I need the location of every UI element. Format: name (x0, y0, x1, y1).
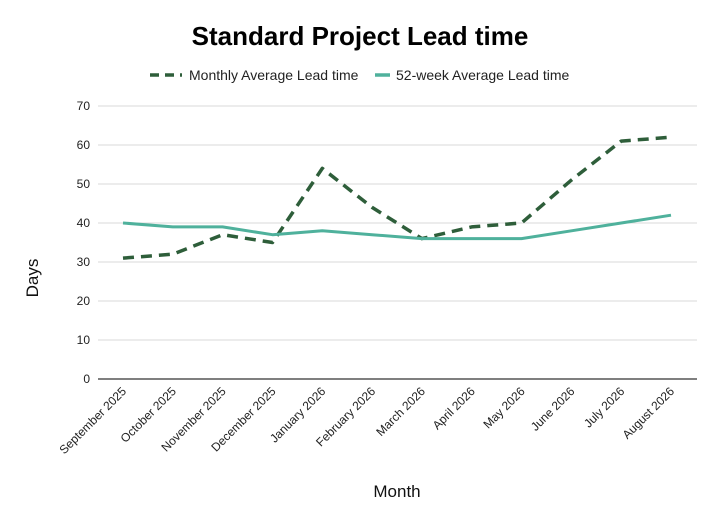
y-tick-label: 50 (77, 177, 91, 191)
52week-data-point (620, 222, 622, 224)
legend: Monthly Average Lead time 52-week Averag… (150, 67, 570, 83)
52week-data-point (670, 214, 672, 216)
monthly-data-point (570, 179, 572, 181)
52week-data-point (570, 230, 572, 232)
y-tick-label: 0 (83, 372, 90, 386)
series-line-monthly (122, 135, 672, 260)
x-tick-label: April 2026 (430, 384, 478, 432)
monthly-data-point (271, 241, 273, 243)
52week-data-point (471, 237, 473, 239)
y-tick-label: 60 (77, 138, 91, 152)
52week-data-point (221, 226, 223, 228)
monthly-data-point (670, 136, 672, 138)
x-tick-label: March 2026 (373, 384, 428, 439)
legend-label-monthly: Monthly Average Lead time (189, 67, 359, 83)
x-axis-label: Month (373, 482, 420, 501)
monthly-data-point (122, 257, 124, 259)
monthly-data-point (620, 140, 622, 142)
52week-data-point (271, 234, 273, 236)
52week-data-point (321, 230, 323, 232)
52week-data-point (421, 237, 423, 239)
x-tick-label: September 2025 (56, 384, 129, 457)
x-tick-label: August 2026 (620, 384, 678, 442)
series-layer (122, 135, 672, 260)
monthly-data-point (520, 222, 522, 224)
x-tick-label: July 2026 (581, 384, 627, 430)
y-tick-label: 20 (77, 294, 91, 308)
monthly-data-point (172, 253, 174, 255)
52week-data-point (172, 226, 174, 228)
52week-data-point (371, 234, 373, 236)
x-tick-label: May 2026 (481, 384, 528, 431)
legend-label-52week: 52-week Average Lead time (396, 67, 570, 83)
monthly-data-point (471, 226, 473, 228)
x-tick-label: June 2026 (528, 384, 578, 434)
y-axis-label: Days (23, 259, 42, 298)
series-line-52week (122, 213, 672, 241)
monthly-data-point (321, 167, 323, 169)
52week-data-point (520, 237, 522, 239)
y-tick-label: 40 (77, 216, 91, 230)
52week-data-point (122, 222, 124, 224)
y-tick-label: 10 (77, 333, 91, 347)
gridlines (98, 105, 697, 380)
monthly-data-point (371, 206, 373, 208)
y-tick-label: 70 (77, 99, 91, 113)
monthly-data-point (221, 234, 223, 236)
chart-title: Standard Project Lead time (192, 21, 529, 51)
y-axis-ticks: 0 10 20 30 40 50 60 70 (77, 99, 91, 386)
y-tick-label: 30 (77, 255, 91, 269)
